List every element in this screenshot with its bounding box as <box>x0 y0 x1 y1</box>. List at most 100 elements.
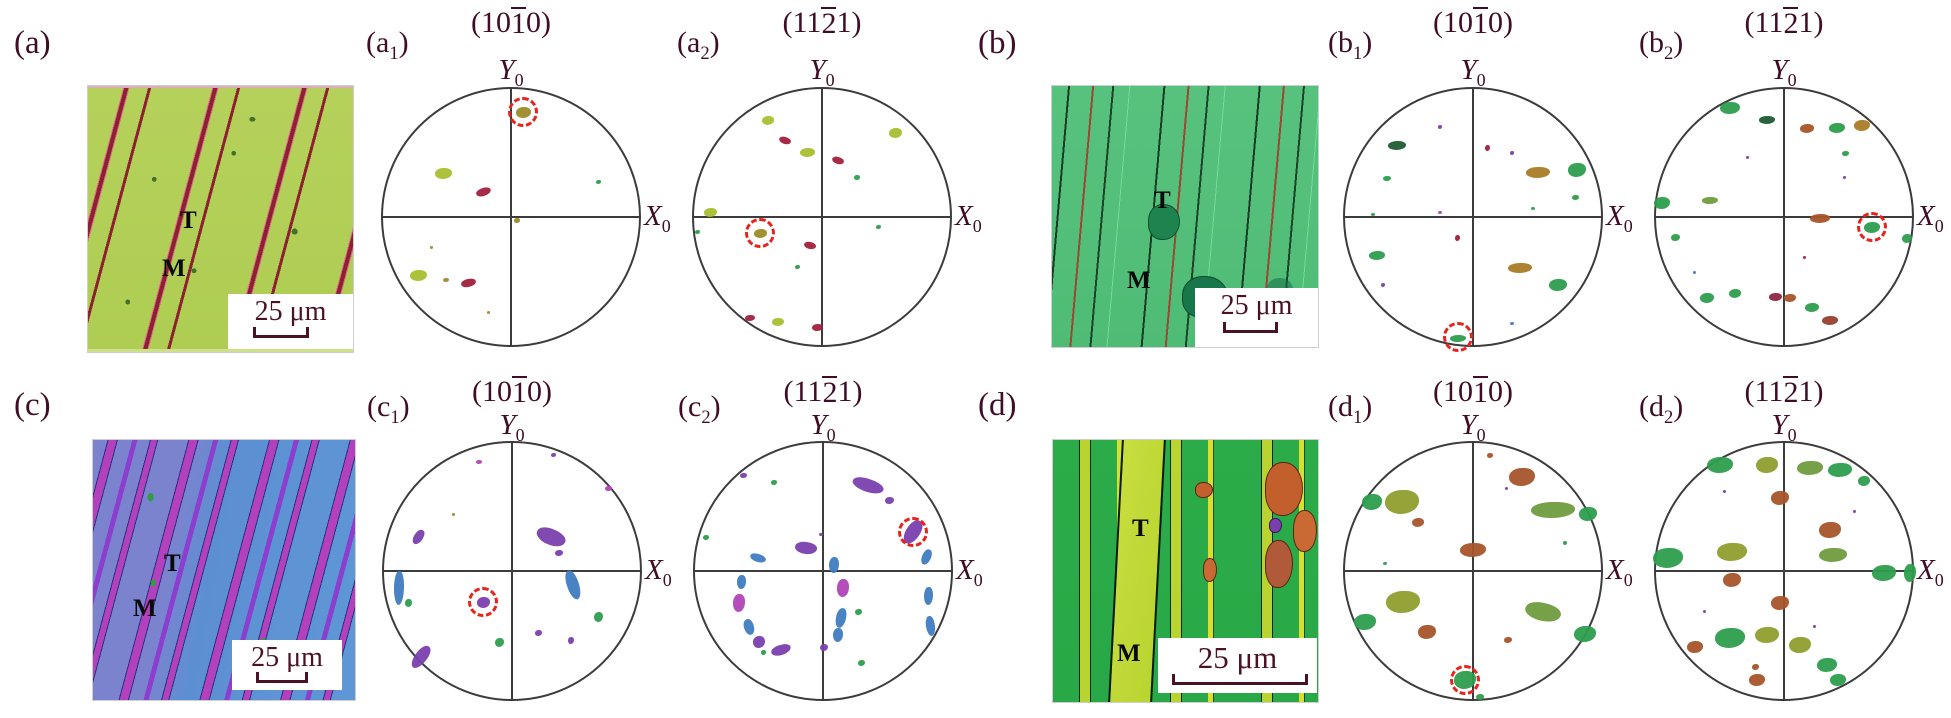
pole-intensity-spot <box>1510 151 1514 155</box>
pole-intensity-spot <box>1812 624 1816 628</box>
pole-intensity-spot <box>1508 263 1532 273</box>
pole-intensity-spot <box>1383 561 1387 565</box>
dashed-highlight-circle <box>468 587 498 617</box>
pole-intensity-spot <box>1385 490 1419 514</box>
pole-intensity-spot <box>1715 628 1745 648</box>
grain-patch <box>1265 462 1303 516</box>
pole-intensity-spot <box>595 180 601 184</box>
dashed-highlight-circle <box>1857 212 1887 242</box>
matrix-label: M <box>1127 267 1151 294</box>
pole-intensity-spot <box>409 269 427 281</box>
pole-intensity-spot <box>1418 625 1436 639</box>
pole-figure-b2: (1121) (b2) Y0 X0 <box>1634 0 1944 360</box>
scale-bar <box>253 327 309 338</box>
pole-figure-label: (b2) <box>1639 26 1684 64</box>
pole-intensity-spot <box>408 642 434 672</box>
pole-figure-title: (1010) <box>1433 6 1513 40</box>
pole-intensity-spot <box>739 472 747 478</box>
pole-figure-label: (c2) <box>678 390 721 428</box>
pole-figure-circle <box>692 87 952 347</box>
pole-intensity-spot <box>1692 270 1696 274</box>
pole-intensity-spot <box>1412 517 1424 527</box>
pole-intensity-spot <box>1841 150 1849 156</box>
grain-patch <box>1148 204 1180 240</box>
pole-figure-label: (a2) <box>677 26 720 64</box>
pole-intensity-spot <box>1386 591 1420 613</box>
pole-figure-circle <box>381 87 641 347</box>
pole-intensity-spot <box>1381 283 1385 287</box>
pole-intensity-spot <box>923 615 937 637</box>
pole-intensity-spot <box>1854 119 1870 131</box>
pole-intensity-spot <box>1717 543 1747 561</box>
pole-intensity-spot <box>1574 626 1596 642</box>
pole-figure-label: (d2) <box>1639 390 1684 428</box>
pole-intensity-spot <box>919 547 933 567</box>
pole-intensity-spot <box>1670 233 1680 241</box>
pole-intensity-spot <box>562 568 584 602</box>
pole-intensity-spot <box>568 636 574 644</box>
pole-intensity-spot <box>1487 452 1493 458</box>
pole-intensity-spot <box>741 617 757 637</box>
pole-intensity-spot <box>794 265 800 269</box>
panel-label-a: (a) <box>14 25 51 61</box>
pole-intensity-spot <box>593 612 603 622</box>
pole-intensity-spot <box>760 649 766 655</box>
pole-intensity-spot <box>1729 288 1741 298</box>
pole-intensity-spot <box>1687 641 1703 653</box>
pole-intensity-spot <box>854 174 860 180</box>
pole-intensity-spot <box>1438 125 1442 129</box>
dashed-highlight-circle <box>898 517 928 547</box>
y-axis-label: Y0 <box>1460 409 1486 445</box>
pole-intensity-spot <box>1526 166 1550 178</box>
pole-intensity-spot <box>1902 233 1912 243</box>
pole-intensity-spot <box>778 134 792 146</box>
pole-intensity-spot <box>1822 315 1838 325</box>
pole-intensity-spot <box>753 636 765 648</box>
scale-label: 25 μm <box>1220 290 1293 321</box>
pole-figure-label: (c1) <box>367 390 410 428</box>
x-axis-label: X0 <box>645 554 672 590</box>
pole-intensity-spot <box>1438 210 1442 214</box>
pole-intensity-spot <box>762 115 774 125</box>
pole-intensity-spot <box>772 318 784 326</box>
pole-figure-title: (1010) <box>471 6 551 40</box>
horizontal-axis-line <box>695 570 951 572</box>
pole-intensity-spot <box>1828 463 1852 477</box>
pole-figure-a2: (1121) (a2) Y0 X0 <box>672 0 982 360</box>
pole-figure-label: (a1) <box>366 26 409 64</box>
pole-intensity-spot <box>1653 548 1683 568</box>
pole-figure-a1: (1010) (a1) Y0 X0 <box>361 0 671 360</box>
micrograph-c: T M 25 μm <box>93 440 355 700</box>
horizontal-axis-line <box>383 216 639 218</box>
pole-intensity-spot <box>1369 250 1385 260</box>
pole-intensity-spot <box>799 147 815 157</box>
pole-figure-circle <box>382 441 642 701</box>
pole-intensity-spot <box>555 550 563 556</box>
pole-intensity-spot <box>803 240 817 250</box>
pole-figure-title: (1121) <box>783 375 863 409</box>
pole-intensity-spot <box>1484 145 1490 151</box>
pole-intensity-spot <box>736 575 746 589</box>
pole-figure-title: (1121) <box>1744 375 1824 409</box>
pole-intensity-spot <box>1756 457 1778 473</box>
panel-label-c: (c) <box>14 387 51 423</box>
pole-intensity-spot <box>837 579 849 597</box>
pole-intensity-spot <box>1745 155 1749 159</box>
pole-intensity-spot <box>811 323 823 331</box>
pole-intensity-spot <box>1802 255 1806 259</box>
scale-box: 25 μm <box>1195 288 1318 347</box>
pole-intensity-spot <box>514 217 520 223</box>
pole-intensity-spot <box>476 460 482 464</box>
pole-figure-circle <box>1343 441 1603 701</box>
pole-intensity-spot <box>1523 598 1563 626</box>
x-axis-label: X0 <box>956 554 983 590</box>
pole-intensity-spot <box>1800 123 1814 133</box>
pole-intensity-spot <box>829 557 839 573</box>
pole-intensity-spot <box>550 453 556 457</box>
pole-figure-label: (b1) <box>1328 26 1373 64</box>
pole-intensity-spot <box>703 207 717 217</box>
pole-intensity-spot <box>1531 206 1535 210</box>
pole-intensity-spot <box>1383 175 1391 181</box>
grain-patch <box>1269 518 1282 533</box>
dashed-highlight-circle <box>1450 665 1480 695</box>
